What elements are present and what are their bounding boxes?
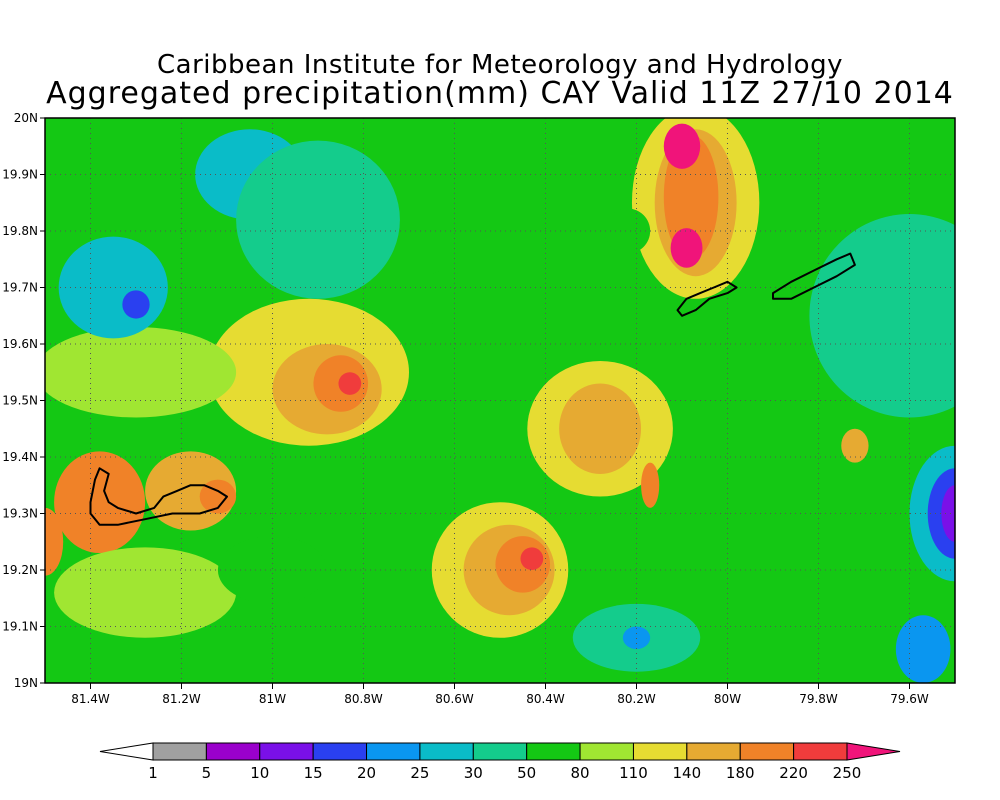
- precip-cell-13: [520, 547, 544, 570]
- y-axis-ticks: 19N 19.1N 19.2N 19.3N 19.4N 19.5N 19.6N 19.7N 19…: [2, 111, 45, 690]
- colorbar-box-11: [686, 742, 741, 761]
- precip-cell-16: [641, 462, 660, 508]
- precip-cell-28: [122, 290, 150, 319]
- y-tick-label-4: 19.4N: [2, 450, 38, 464]
- colorbar-level-label-12: 220: [779, 764, 808, 782]
- colorbar-box-10: [632, 742, 688, 761]
- colorbar-low-arrow: [99, 742, 154, 761]
- precip-cell-0: [54, 451, 146, 554]
- colorbar-level-label-1: 5: [202, 764, 212, 782]
- x-tick-label-1: 81.2W: [162, 692, 201, 706]
- precip-cell-36: [217, 536, 328, 604]
- precip-cell-24: [841, 428, 869, 463]
- precipitation-field: [45, 118, 955, 683]
- y-tick-label-8: 19.8N: [2, 224, 38, 238]
- colorbar-box-6: [419, 742, 474, 761]
- x-tick-label-3: 80.8W: [344, 692, 383, 706]
- island-outline-0: [89, 467, 228, 526]
- precip-cell-8: [338, 372, 362, 395]
- x-tick-label-5: 80.4W: [526, 692, 565, 706]
- y-tick-label-2: 19.2N: [2, 563, 38, 577]
- island-outlines: [89, 252, 856, 526]
- x-tick-label-6: 80.2W: [617, 692, 656, 706]
- colorbar: 1 5 10 15 20 25 30 50 80 110 140 180 220 250: [99, 742, 901, 782]
- colorbar-box-7: [472, 742, 528, 761]
- precip-cell-32: [941, 485, 955, 542]
- x-tick-label-2: 81W: [259, 692, 286, 706]
- y-tick-label-5: 19.5N: [2, 394, 38, 408]
- colorbar-level-label-9: 110: [619, 764, 648, 782]
- precip-cell-26: [236, 140, 400, 299]
- colorbar-level-label-7: 50: [517, 764, 536, 782]
- y-tick-label-6: 19.6N: [2, 337, 38, 351]
- x-tick-label-9: 79.6W: [890, 692, 929, 706]
- colorbar-box-12: [739, 742, 795, 761]
- precip-cell-15: [559, 383, 642, 474]
- island-outline-1: [676, 280, 738, 317]
- precip-cell-1: [45, 507, 64, 576]
- colorbar-level-label-2: 10: [250, 764, 269, 782]
- precip-cell-33: [895, 615, 951, 683]
- colorbar-box-5: [366, 742, 421, 761]
- y-tick-label-1: 19.1N: [2, 620, 38, 634]
- colorbar-level-label-6: 30: [464, 764, 483, 782]
- colorbar-level-label-3: 15: [304, 764, 323, 782]
- precip-cell-20: [663, 123, 701, 169]
- colorbar-level-label-10: 140: [673, 764, 702, 782]
- y-tick-label-9: 19.9N: [2, 168, 38, 182]
- precip-cell-37: [604, 208, 651, 254]
- x-tick-label-7: 80W: [714, 692, 741, 706]
- precip-cell-9: [45, 327, 237, 418]
- colorbar-box-8: [526, 742, 581, 761]
- colorbar-box-9: [579, 742, 634, 761]
- x-axis-ticks: 81.4W 81.2W 81W 80.8W 80.6W 80.4W 80.2W 80W 79.8…: [71, 683, 929, 706]
- island-outline-2: [772, 252, 856, 300]
- colorbar-level-label-11: 180: [726, 764, 755, 782]
- x-tick-label-0: 81.4W: [71, 692, 110, 706]
- colorbar-box-13: [793, 742, 848, 761]
- y-tick-label-10: 20N: [14, 111, 38, 125]
- precip-cell-35: [622, 626, 651, 650]
- colorbar-level-label-5: 25: [410, 764, 429, 782]
- colorbar-level-label-13: 250: [833, 764, 862, 782]
- x-tick-label-8: 79.8W: [799, 692, 838, 706]
- y-tick-label-0: 19N: [14, 676, 38, 690]
- colorbar-box-1: [152, 742, 207, 761]
- precip-cell-38: [418, 270, 473, 328]
- precip-cell-29: [809, 214, 955, 418]
- colorbar-level-label-4: 20: [357, 764, 376, 782]
- colorbar-level-label-8: 80: [571, 764, 590, 782]
- map-title: Aggregated precipitation(mm) CAY Valid 1…: [46, 76, 954, 111]
- precip-cell-21: [670, 228, 703, 268]
- precip-cell-4: [54, 547, 237, 638]
- y-tick-label-7: 19.7N: [2, 281, 38, 295]
- x-tick-label-4: 80.6W: [435, 692, 474, 706]
- y-tick-label-3: 19.3N: [2, 507, 38, 521]
- colorbar-box-3: [259, 742, 314, 761]
- institute-title: Caribbean Institute for Meteorology and …: [157, 50, 843, 80]
- colorbar-box-2: [205, 742, 261, 761]
- colorbar-high-arrow: [846, 742, 901, 761]
- colorbar-box-4: [312, 742, 368, 761]
- colorbar-level-label-0: 1: [148, 764, 158, 782]
